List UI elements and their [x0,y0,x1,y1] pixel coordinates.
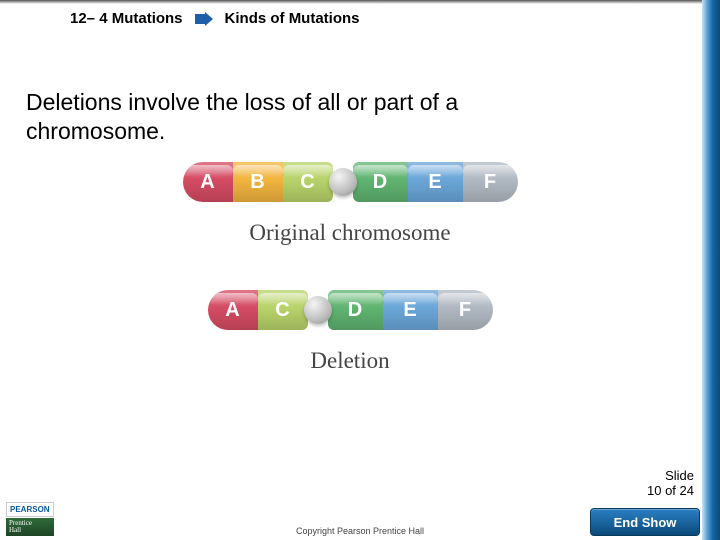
top-shadow [0,0,720,4]
copyright-text: Copyright Pearson Prentice Hall [296,526,424,536]
chromosome-segment: E [383,290,438,330]
chromosome-segment: B [233,162,283,202]
deletion-caption: Deletion [310,348,389,374]
deletion-right-arm: DEF [328,290,493,330]
slide-number: Slide 10 of 24 [647,468,694,498]
deletion-chromosome: AC DEF [208,288,493,332]
right-gradient-bar [702,0,720,540]
chromosome-segment: C [283,162,333,202]
chromosome-segment: A [183,162,233,202]
logo-pearson: PEARSON [6,502,54,517]
chromosome-segment: C [258,290,308,330]
original-chromosome: ABC DEF [183,160,518,204]
original-left-arm: ABC [183,162,333,202]
centromere-icon [329,168,357,196]
section-label: 12– 4 Mutations [70,10,183,27]
original-caption: Original chromosome [249,220,450,246]
deletion-left-arm: AC [208,290,308,330]
slide-number-line1: Slide [647,468,694,483]
diagram-area: ABC DEF Original chromosome AC DEF Delet… [0,160,700,406]
header: 12– 4 Mutations Kinds of Mutations [70,10,360,27]
chromosome-segment: E [408,162,463,202]
slide-number-line2: 10 of 24 [647,483,694,498]
end-show-button[interactable]: End Show [590,508,700,536]
publisher-logo: PEARSON Prentice Hall [6,502,54,536]
footer: PEARSON Prentice Hall Copyright Pearson … [0,504,720,540]
chromosome-segment: D [353,162,408,202]
chromosome-segment: F [463,162,518,202]
chromosome-segment: D [328,290,383,330]
chromosome-segment: F [438,290,493,330]
arrow-right-icon [195,12,213,26]
centromere-icon [304,296,332,324]
slide-title: Kinds of Mutations [225,10,360,27]
original-right-arm: DEF [353,162,518,202]
logo-prentice-hall: Prentice Hall [6,518,54,536]
body-text: Deletions involve the loss of all or par… [26,88,586,146]
chromosome-segment: A [208,290,258,330]
